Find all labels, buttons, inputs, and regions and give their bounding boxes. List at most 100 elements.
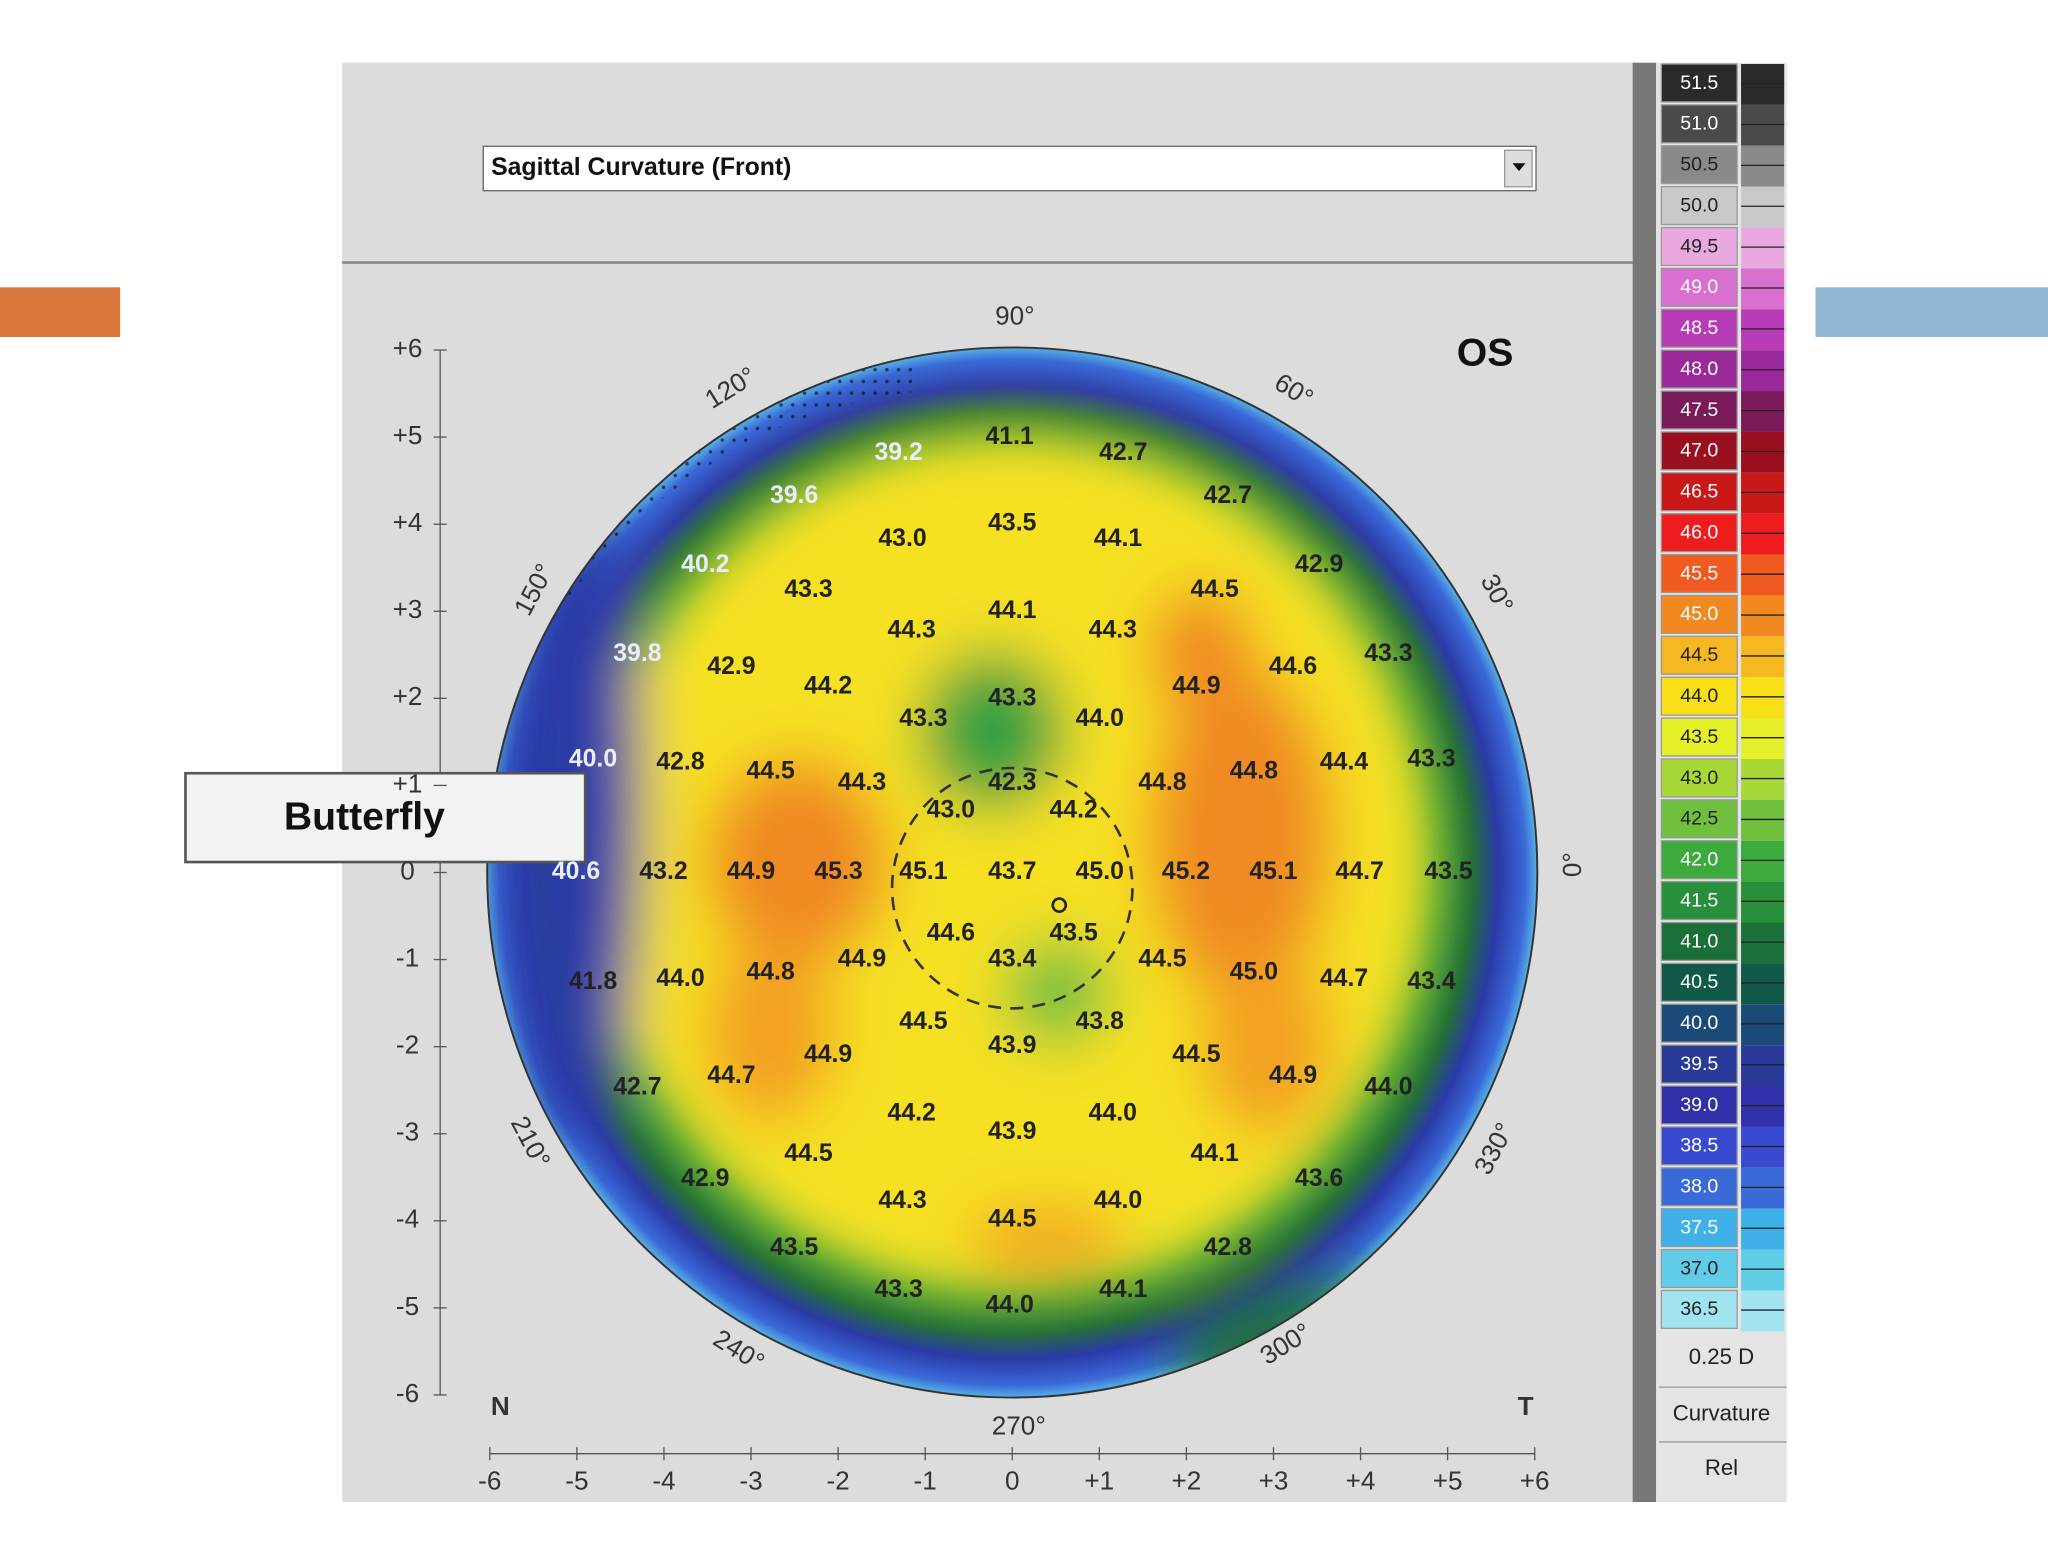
y-tick-label: +1 bbox=[393, 768, 423, 798]
x-tick-label: +4 bbox=[1346, 1465, 1376, 1495]
y-tick-label: +3 bbox=[393, 594, 423, 624]
scale-label: 50.5 bbox=[1680, 154, 1718, 176]
scale-swatch bbox=[1660, 1126, 1738, 1166]
reading: 44.0 bbox=[1364, 1074, 1412, 1101]
scale-label: 40.0 bbox=[1680, 1012, 1718, 1034]
reading: 43.4 bbox=[988, 946, 1036, 973]
scale-label: 51.5 bbox=[1680, 72, 1718, 94]
accent-bar bbox=[1815, 287, 2048, 337]
reading: 44.3 bbox=[888, 616, 936, 643]
reading: 40.2 bbox=[681, 551, 729, 578]
scale-mode: Curvature bbox=[1673, 1400, 1770, 1425]
eye-label: OS bbox=[1457, 332, 1514, 375]
scale-strip bbox=[1741, 595, 1785, 637]
scale-step: 0.25 D bbox=[1689, 1344, 1754, 1369]
reading: 44.5 bbox=[746, 757, 794, 784]
scale-swatch bbox=[1660, 267, 1738, 307]
x-tick-label: +2 bbox=[1172, 1465, 1202, 1495]
corner-label: T bbox=[1518, 1391, 1534, 1421]
reading: 44.5 bbox=[988, 1205, 1036, 1232]
reading: 44.5 bbox=[1172, 1041, 1220, 1068]
y-tick-label: -2 bbox=[396, 1030, 419, 1060]
scale-label: 37.0 bbox=[1680, 1257, 1718, 1279]
x-tick-label: -5 bbox=[565, 1465, 588, 1495]
reading: 44.8 bbox=[1230, 757, 1278, 784]
scale-label: 46.0 bbox=[1680, 521, 1718, 543]
scale-label: 47.5 bbox=[1680, 399, 1718, 421]
reading: 44.9 bbox=[804, 1041, 852, 1068]
scale-swatch bbox=[1660, 553, 1738, 594]
scale-strip bbox=[1741, 268, 1785, 310]
scale-swatch bbox=[1660, 921, 1738, 962]
reading: 43.9 bbox=[988, 1118, 1036, 1145]
scale-strip bbox=[1741, 1126, 1785, 1168]
reading: 43.5 bbox=[1424, 858, 1472, 885]
scale-swatch bbox=[1660, 1085, 1738, 1125]
scale-swatch bbox=[1660, 1167, 1738, 1207]
scale-strip bbox=[1741, 1045, 1785, 1087]
y-tick-label: +2 bbox=[393, 681, 423, 711]
reading: 39.8 bbox=[613, 640, 661, 667]
reading: 40.6 bbox=[552, 858, 600, 885]
scale-swatch bbox=[1660, 472, 1738, 512]
dropdown-arrow bbox=[1512, 163, 1526, 172]
scale-label: 42.5 bbox=[1680, 808, 1718, 830]
dropdown[interactable]: Sagittal Curvature (Front) bbox=[482, 145, 1537, 192]
x-tick-label: -4 bbox=[652, 1465, 675, 1495]
scale-strip bbox=[1741, 1249, 1785, 1291]
scale-label: 43.5 bbox=[1680, 726, 1718, 748]
callout-box bbox=[184, 771, 587, 864]
scale-strip bbox=[1741, 881, 1785, 923]
scale-strip bbox=[1741, 677, 1785, 719]
reading: 44.0 bbox=[1076, 705, 1124, 732]
x-tick-label: -1 bbox=[914, 1465, 937, 1495]
reading: 44.7 bbox=[1320, 965, 1368, 992]
reading: 43.3 bbox=[899, 705, 947, 732]
scale-label: 49.0 bbox=[1680, 276, 1718, 298]
x-tick-label: 0 bbox=[1005, 1465, 1020, 1495]
scale-label: 46.5 bbox=[1680, 481, 1718, 503]
reading: 40.0 bbox=[569, 746, 617, 773]
dropdown-box[interactable] bbox=[482, 145, 1537, 192]
scale-label: 44.0 bbox=[1680, 685, 1718, 707]
y-tick-label: -4 bbox=[396, 1204, 419, 1234]
reading: 45.1 bbox=[1249, 858, 1297, 885]
reading: 44.2 bbox=[804, 673, 852, 700]
scale-strip bbox=[1741, 104, 1785, 146]
reading: 42.7 bbox=[613, 1074, 661, 1101]
scale-label: 36.5 bbox=[1680, 1298, 1718, 1320]
dropdown-label: Sagittal Curvature (Front) bbox=[491, 154, 791, 181]
y-tick-label: -5 bbox=[396, 1291, 419, 1321]
scale-strip bbox=[1741, 431, 1785, 473]
callout-label: Butterfly bbox=[284, 795, 445, 838]
angle-label: 270° bbox=[992, 1410, 1046, 1440]
scale-strip bbox=[1741, 350, 1785, 392]
reading: 44.1 bbox=[1191, 1140, 1239, 1167]
reading: 42.9 bbox=[707, 653, 755, 680]
reading: 45.0 bbox=[1230, 959, 1278, 986]
scale-swatch bbox=[1660, 185, 1738, 226]
reading: 41.8 bbox=[569, 968, 617, 995]
reading: 44.3 bbox=[1089, 616, 1137, 643]
scale-swatch bbox=[1660, 226, 1738, 267]
x-tick-label: +3 bbox=[1259, 1465, 1289, 1495]
scale-strip bbox=[1741, 145, 1785, 187]
scale-label: 38.0 bbox=[1680, 1176, 1718, 1198]
y-tick-label: -3 bbox=[396, 1117, 419, 1147]
reading: 42.9 bbox=[1295, 551, 1343, 578]
scale-label: 50.0 bbox=[1680, 194, 1718, 216]
reading: 42.8 bbox=[1204, 1234, 1252, 1261]
scale-label: 42.0 bbox=[1680, 849, 1718, 871]
y-tick-label: 0 bbox=[400, 855, 415, 885]
scale-swatch bbox=[1660, 1044, 1738, 1084]
reading: 43.3 bbox=[784, 576, 832, 603]
reading: 43.7 bbox=[988, 858, 1036, 885]
angle-label: 0° bbox=[1557, 852, 1587, 877]
scale-label: 45.0 bbox=[1680, 603, 1718, 625]
y-tick-label: -1 bbox=[396, 942, 419, 972]
labels: 39.2 41.1 42.7 39.6 42.7 43.0 43.5 44.1 40.2 42.9… bbox=[393, 63, 1787, 1495]
scale-swatch bbox=[1660, 1003, 1738, 1043]
scale-swatch bbox=[1660, 513, 1738, 553]
reading: 45.3 bbox=[814, 858, 862, 885]
